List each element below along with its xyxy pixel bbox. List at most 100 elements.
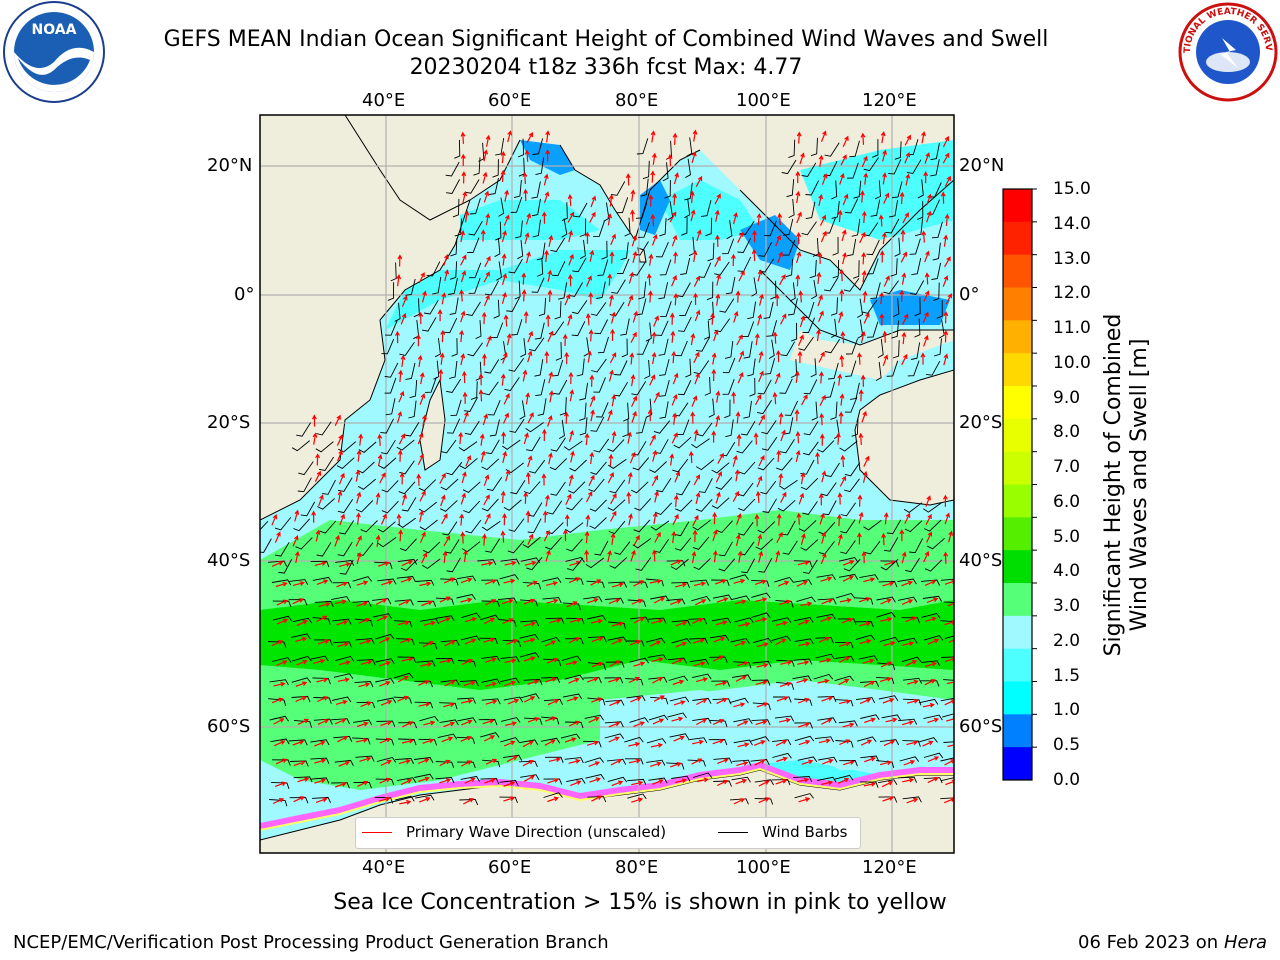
wave-direction-arrow: [630, 549, 636, 562]
wind-barb: [613, 381, 628, 397]
wave-direction-arrow: [692, 514, 699, 527]
wave-direction-arrow: [839, 268, 845, 282]
wind-barb: [292, 617, 313, 624]
wind-barb: [794, 638, 814, 645]
wind-barb: [481, 579, 500, 586]
wind-barb: [457, 660, 477, 668]
wave-direction-arrow: [486, 335, 492, 347]
wind-barb: [518, 760, 538, 767]
wind-barb: [938, 319, 945, 339]
wave-direction-arrow: [632, 250, 638, 263]
wave-direction-arrow: [879, 760, 893, 766]
wave-direction-arrow: [758, 454, 765, 467]
colorbar-segment: [1003, 386, 1032, 420]
wave-direction-arrow: [880, 617, 893, 622]
wind-barb: [920, 680, 940, 687]
wind-barb: [451, 338, 458, 357]
wave-direction-arrow: [569, 617, 582, 623]
wind-barb: [844, 198, 859, 214]
wind-barb: [272, 759, 291, 766]
wind-barb: [853, 180, 862, 199]
wave-direction-arrow: [588, 716, 600, 723]
lat-tick-left-0: 0°: [234, 284, 255, 305]
wave-direction-arrow: [459, 289, 465, 302]
wave-direction-arrow: [419, 372, 425, 385]
wind-barb: [393, 620, 413, 628]
wind-barb: [918, 737, 938, 743]
colorbar-segment: [1003, 681, 1032, 715]
wind-barb: [495, 138, 505, 156]
wind-barb: [459, 680, 479, 687]
wind-barb: [849, 140, 860, 158]
wave-direction-arrow: [906, 740, 919, 746]
wind-barb: [771, 617, 792, 623]
wind-barb: [334, 655, 355, 662]
wind-barb: [456, 575, 477, 582]
wind-barb: [419, 519, 438, 531]
wind-barb: [803, 379, 818, 395]
wind-barb: [914, 218, 924, 237]
wave-direction-arrow: [461, 171, 467, 184]
wind-barb: [376, 697, 397, 704]
wind-barb: [551, 261, 566, 277]
wave-direction-arrow: [777, 580, 790, 587]
map-plot-area: [260, 115, 954, 853]
wave-direction-arrow: [461, 370, 467, 384]
wind-barb: [322, 479, 336, 495]
wind-barb: [466, 301, 481, 316]
wind-barb: [660, 301, 672, 318]
wind-barb: [498, 619, 517, 627]
wind-barb: [845, 360, 857, 377]
wave-direction-arrow: [272, 798, 285, 805]
wind-barb: [611, 279, 626, 294]
wave-direction-arrow: [608, 736, 620, 743]
wave-direction-arrow: [588, 761, 601, 768]
wind-barb: [855, 621, 874, 628]
wave-direction-arrow: [652, 779, 664, 785]
wind-barb: [540, 636, 561, 643]
wave-direction-arrow: [503, 314, 509, 327]
wave-direction-arrow: [904, 152, 911, 164]
wave-direction-arrow: [862, 658, 875, 664]
wind-barb: [898, 637, 918, 644]
wind-barb: [564, 757, 584, 764]
wind-barb: [747, 358, 756, 377]
wind-barb: [360, 520, 378, 533]
wind-barb: [405, 278, 416, 296]
wave-direction-arrow: [631, 234, 637, 247]
wind-barb: [886, 519, 902, 535]
wave-direction-arrow: [715, 293, 721, 306]
wind-barb: [496, 261, 502, 281]
wave-direction-arrow: [274, 531, 281, 543]
wave-direction-arrow: [904, 512, 911, 525]
wind-barb: [310, 560, 330, 568]
wind-barb: [636, 339, 650, 355]
wind-barb: [542, 658, 562, 667]
wave-direction-arrow: [779, 274, 786, 286]
wave-direction-arrow: [503, 781, 516, 787]
wave-direction-arrow: [835, 432, 841, 445]
wave-direction-arrow: [711, 430, 717, 443]
wind-barb: [607, 776, 628, 783]
wind-barb: [785, 258, 794, 278]
wind-barb: [751, 612, 771, 618]
wave-direction-arrow: [501, 431, 507, 444]
nws-logo: NATIONAL WEATHER SERVICE: [1176, 0, 1278, 102]
wind-barb: [604, 721, 624, 728]
wind-barb: [464, 420, 480, 436]
wind-barb: [461, 541, 481, 553]
wind-barb: [894, 141, 902, 160]
wind-barb: [404, 422, 420, 437]
wind-barb: [902, 796, 922, 803]
wave-direction-arrow: [672, 132, 678, 145]
wind-barb: [815, 637, 834, 644]
wave-direction-arrow: [733, 212, 738, 225]
wind-barb: [918, 698, 939, 705]
wave-direction-arrow: [437, 309, 443, 322]
wave-direction-arrow: [820, 616, 832, 622]
wave-direction-arrow: [690, 332, 696, 346]
wind-barb: [353, 781, 372, 789]
wave-direction-arrow: [712, 550, 718, 563]
wind-barb: [729, 697, 749, 704]
wind-barb: [815, 653, 835, 660]
